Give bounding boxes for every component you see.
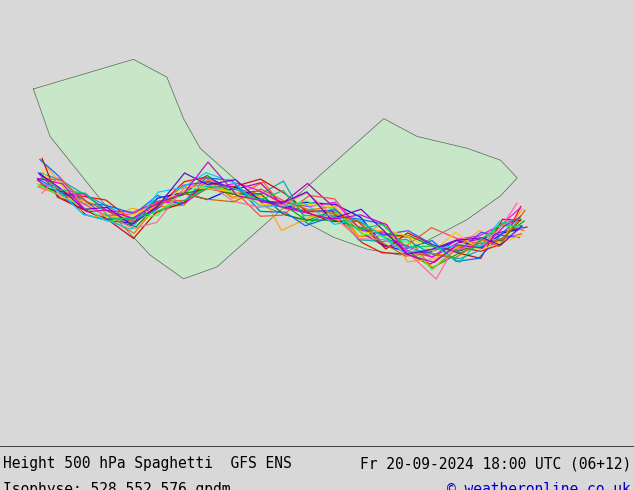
Text: Height 500 hPa Spaghetti  GFS ENS: Height 500 hPa Spaghetti GFS ENS bbox=[3, 456, 292, 471]
Text: Isophyse: 528 552 576 gpdm: Isophyse: 528 552 576 gpdm bbox=[3, 482, 231, 490]
Text: Fr 20-09-2024 18:00 UTC (06+12): Fr 20-09-2024 18:00 UTC (06+12) bbox=[359, 456, 631, 471]
Text: © weatheronline.co.uk: © weatheronline.co.uk bbox=[447, 482, 631, 490]
Polygon shape bbox=[34, 59, 517, 279]
